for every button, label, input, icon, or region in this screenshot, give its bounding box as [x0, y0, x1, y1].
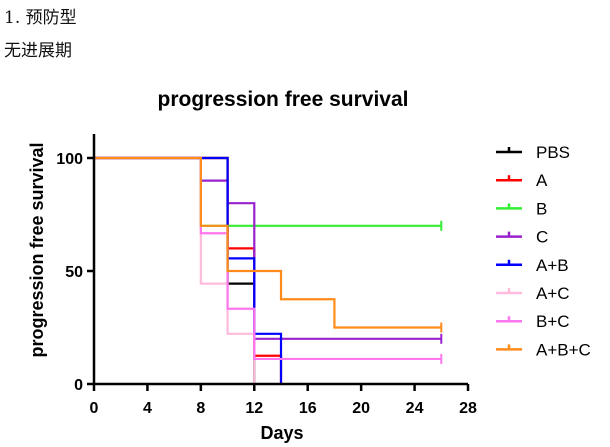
legend-label-6: B+C [536, 312, 570, 331]
x-tick-label-3: 12 [245, 400, 263, 417]
x-tick-label-4: 16 [299, 400, 317, 417]
legend-label-2: B [536, 199, 547, 218]
x-tick-label-5: 20 [352, 400, 370, 417]
series-line-3 [94, 156, 442, 340]
x-tick-label-1: 4 [143, 400, 152, 417]
series-line-4 [94, 156, 283, 384]
y-tick-label-0: 0 [74, 377, 83, 394]
series-line-7 [94, 156, 442, 329]
legend-label-7: A+B+C [536, 340, 591, 359]
legend-label-0: PBS [536, 143, 570, 162]
x-axis-title: Days [260, 423, 303, 443]
caption-line-2: 无进展期 [4, 41, 72, 61]
x-tick-label-7: 28 [459, 400, 477, 417]
series-line-6 [94, 156, 442, 361]
chart-title: progression free survival [158, 88, 409, 111]
legend-label-5: A+C [536, 284, 570, 303]
y-tick-label-2: 100 [56, 151, 83, 168]
caption-line-1: 1. 预防型 [4, 8, 77, 28]
x-tick-label-6: 24 [406, 400, 424, 417]
legend-label-4: A+B [536, 256, 569, 275]
x-tick-label-0: 0 [90, 400, 99, 417]
legend-label-1: A [536, 171, 548, 190]
series-line-2 [94, 156, 442, 227]
legend-label-3: C [536, 228, 548, 247]
y-tick-label-1: 50 [65, 264, 83, 281]
x-tick-label-2: 8 [196, 400, 205, 417]
y-axis-title: progression free survival [27, 142, 47, 357]
